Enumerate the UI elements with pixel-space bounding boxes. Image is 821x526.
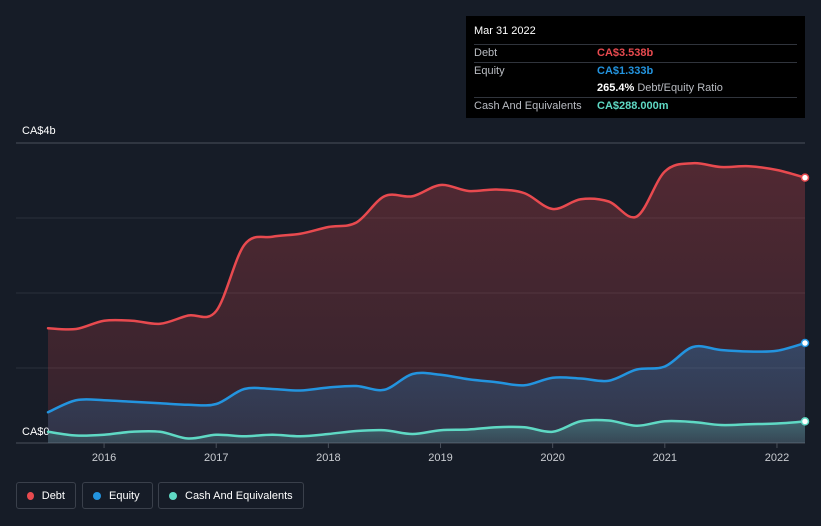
tooltip-cash-label: Cash And Equivalents (474, 100, 582, 112)
legend-item-cash[interactable]: Cash And Equivalents (158, 482, 304, 509)
cash-area (48, 419, 805, 443)
tooltip-debt-label: Debt (474, 47, 498, 59)
x-tick-label: 2020 (540, 452, 564, 464)
x-tick-label: 2018 (316, 452, 340, 464)
debt-area (48, 163, 805, 444)
equity-dot-icon (93, 491, 101, 500)
tooltip-cash-value: CA$288.000m (597, 100, 669, 112)
y-tick-label: CA$0 (22, 426, 50, 438)
legend-item-equity[interactable]: Equity (82, 482, 153, 509)
legend-cash-label: Cash And Equivalents (185, 489, 293, 502)
legend-item-debt[interactable]: Debt (16, 482, 76, 509)
tooltip-debt-value: CA$3.538b (597, 47, 654, 59)
equity-line (46, 341, 807, 414)
x-tick-label: 2017 (204, 452, 228, 464)
cash-end-point (800, 417, 810, 426)
debt-end-point (800, 173, 810, 182)
equity-area (48, 343, 805, 443)
tooltip-row-ratio: 265.4% Debt/Equity Ratio (474, 80, 797, 97)
x-tick-label: 2016 (92, 452, 116, 464)
debt-dot-icon (27, 491, 34, 500)
x-tick-label: 2019 (428, 452, 452, 464)
tooltip-panel: Mar 31 2022 Debt CA$3.538b Equity CA$1.3… (466, 16, 805, 118)
tooltip-date: Mar 31 2022 (474, 25, 536, 37)
debt-line (46, 161, 807, 331)
x-tick-label: 2021 (653, 452, 677, 464)
tooltip-equity-value: CA$1.333b (597, 65, 654, 77)
tooltip-equity-label: Equity (474, 65, 505, 77)
tooltip-row-cash: Cash And Equivalents CA$288.000m (474, 97, 797, 115)
tooltip-row-equity: Equity CA$1.333b (474, 62, 797, 80)
tooltip-ratio-value: 265.4% (597, 82, 635, 94)
cash-dot-icon (169, 491, 177, 500)
legend-debt-label: Debt (41, 489, 65, 502)
y-tick-label: CA$4b (22, 125, 56, 137)
tooltip-row-debt: Debt CA$3.538b (474, 44, 797, 62)
x-tick-label: 2022 (765, 452, 789, 464)
legend-equity-label: Equity (109, 489, 140, 502)
equity-end-point (800, 338, 810, 348)
tooltip-ratio-caption: Debt/Equity Ratio (637, 82, 723, 94)
cash-line (46, 418, 807, 440)
